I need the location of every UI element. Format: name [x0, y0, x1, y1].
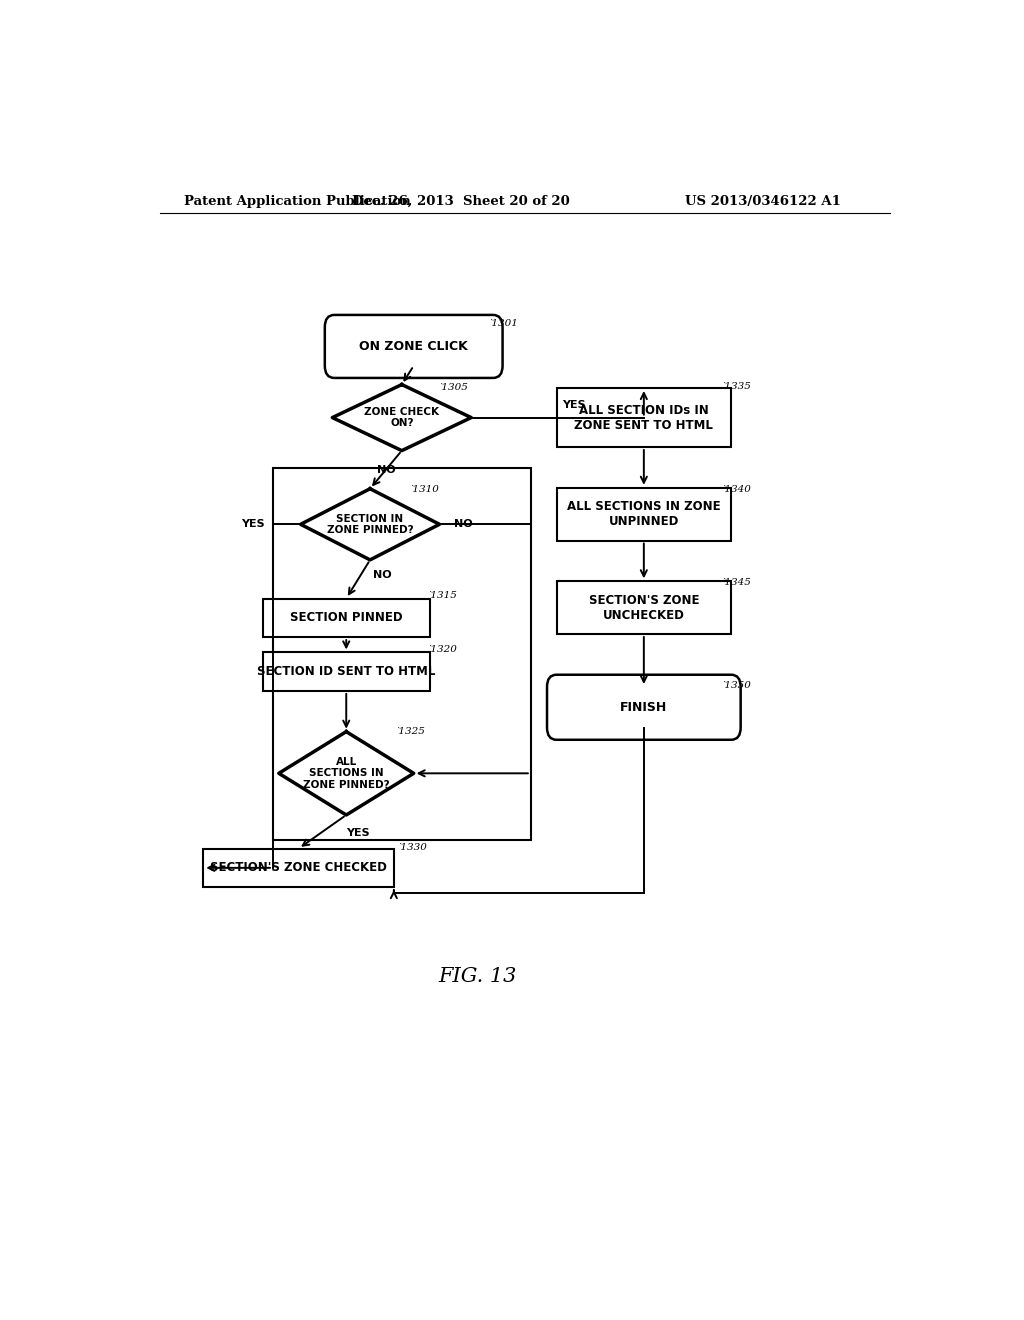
Polygon shape	[279, 731, 414, 814]
Text: SECTION'S ZONE CHECKED: SECTION'S ZONE CHECKED	[210, 862, 387, 874]
Text: ‵1310: ‵1310	[410, 484, 438, 494]
Text: ‵1350: ‵1350	[722, 681, 751, 690]
Bar	[557, 581, 731, 634]
Bar	[263, 598, 430, 638]
Text: ‵1325: ‵1325	[396, 727, 425, 735]
Text: ‵1340: ‵1340	[722, 484, 751, 494]
Text: ALL SECTION IDs IN
ZONE SENT TO HTML: ALL SECTION IDs IN ZONE SENT TO HTML	[574, 404, 714, 432]
Text: ‵1315: ‵1315	[428, 590, 457, 599]
Text: FIG. 13: FIG. 13	[438, 968, 516, 986]
FancyBboxPatch shape	[547, 675, 740, 739]
Text: ‵1301: ‵1301	[489, 319, 518, 329]
Text: NO: NO	[373, 570, 391, 579]
Bar	[557, 388, 731, 447]
Text: US 2013/0346122 A1: US 2013/0346122 A1	[685, 194, 841, 207]
Text: YES: YES	[242, 519, 265, 529]
Text: ‵1335: ‵1335	[722, 383, 751, 391]
Bar	[263, 652, 430, 690]
Text: ALL SECTIONS IN ZONE
UNPINNED: ALL SECTIONS IN ZONE UNPINNED	[567, 500, 721, 528]
Text: ON ZONE CLICK: ON ZONE CLICK	[359, 341, 468, 352]
Text: Dec. 26, 2013  Sheet 20 of 20: Dec. 26, 2013 Sheet 20 of 20	[352, 194, 570, 207]
Bar	[204, 849, 394, 887]
Text: SECTION PINNED: SECTION PINNED	[290, 611, 402, 624]
Text: SECTION IN
ZONE PINNED?: SECTION IN ZONE PINNED?	[327, 513, 414, 535]
Text: SECTION ID SENT TO HTML: SECTION ID SENT TO HTML	[257, 665, 435, 678]
Text: NO: NO	[454, 519, 473, 529]
Polygon shape	[333, 384, 471, 450]
FancyBboxPatch shape	[325, 315, 503, 378]
Text: YES: YES	[346, 828, 370, 838]
Text: ‵1320: ‵1320	[428, 645, 457, 655]
Text: ‵1330: ‵1330	[397, 842, 427, 851]
Text: Patent Application Publication: Patent Application Publication	[183, 194, 411, 207]
Bar	[272, 469, 530, 841]
Text: ‵1305: ‵1305	[439, 383, 468, 392]
Text: NO: NO	[377, 465, 395, 475]
Polygon shape	[301, 488, 439, 560]
Bar	[557, 487, 731, 541]
Text: YES: YES	[561, 400, 586, 411]
Text: ALL
SECTIONS IN
ZONE PINNED?: ALL SECTIONS IN ZONE PINNED?	[303, 756, 389, 789]
Text: ‵1345: ‵1345	[722, 578, 751, 587]
Text: ZONE CHECK
ON?: ZONE CHECK ON?	[365, 407, 439, 429]
Text: FINISH: FINISH	[621, 701, 668, 714]
Text: SECTION'S ZONE
UNCHECKED: SECTION'S ZONE UNCHECKED	[589, 594, 699, 622]
